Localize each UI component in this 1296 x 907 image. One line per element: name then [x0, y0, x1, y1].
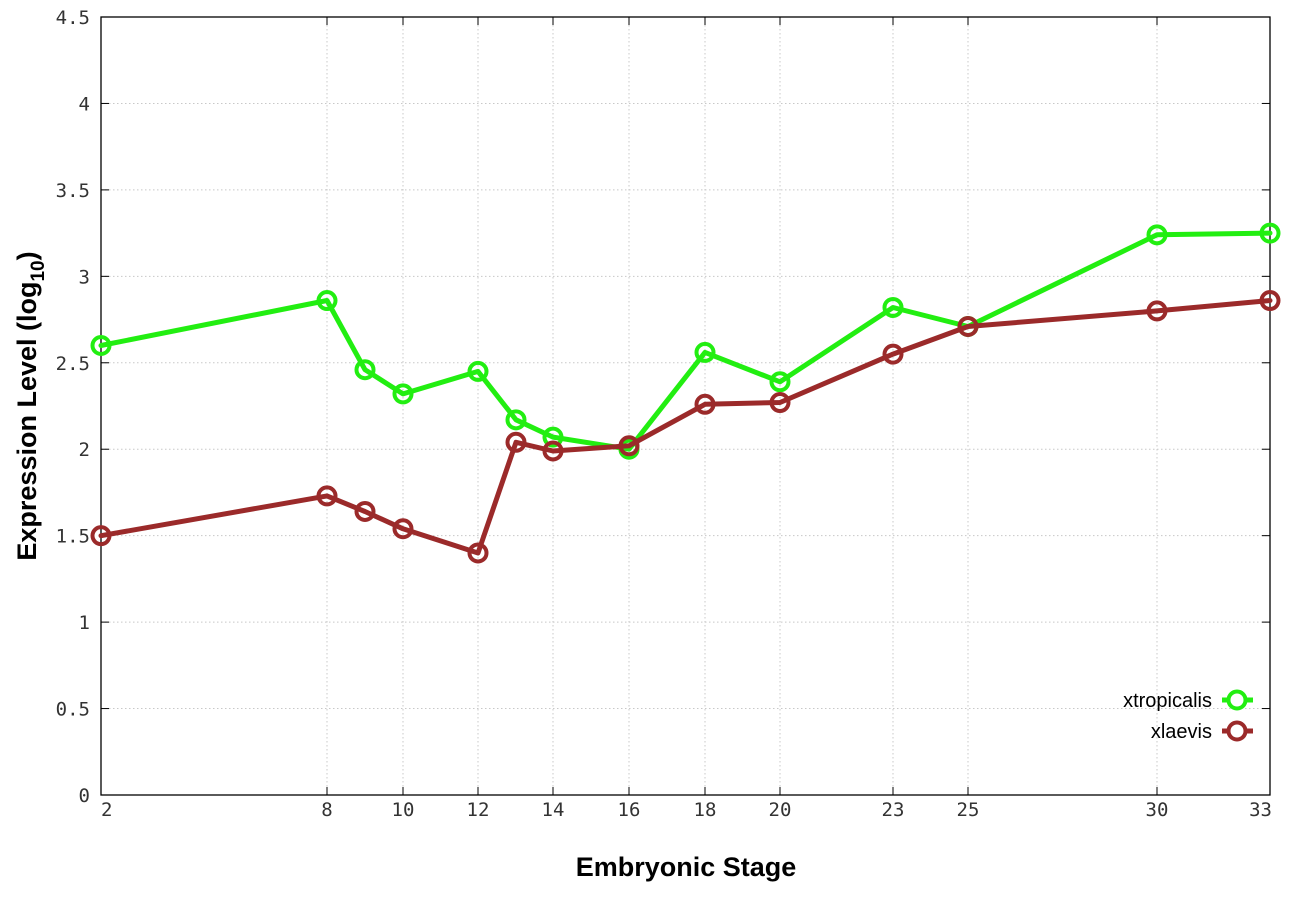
y-tick-label: 1.5	[56, 526, 90, 548]
data-point-xlaevis	[90, 525, 112, 547]
x-tick-label: 10	[392, 799, 415, 821]
x-tick-label: 33	[1249, 799, 1272, 821]
data-point-xtropicalis	[1259, 222, 1281, 244]
data-point-xtropicalis	[354, 359, 376, 381]
data-point-xtropicalis	[90, 334, 112, 356]
y-tick-label: 3.5	[56, 180, 90, 202]
x-tick-label: 8	[321, 799, 332, 821]
series-xtropicalis	[90, 222, 1281, 460]
data-point-xtropicalis	[1146, 224, 1168, 246]
data-point-xlaevis	[316, 485, 338, 507]
data-point-xtropicalis	[505, 409, 527, 431]
data-point-xtropicalis	[769, 371, 791, 393]
grid-lines	[101, 17, 1270, 795]
x-tick-label: 25	[957, 799, 980, 821]
x-tick-label: 2	[101, 799, 112, 821]
y-tick-label: 1	[79, 612, 90, 634]
y-axis-title-main: Expression Level (log	[12, 282, 42, 561]
data-point-xtropicalis	[467, 360, 489, 382]
x-tick-label: 12	[467, 799, 490, 821]
data-point-xlaevis	[1146, 300, 1168, 322]
series-line-xlaevis	[98, 298, 1273, 556]
series-xlaevis	[90, 290, 1281, 564]
y-tick-label: 4	[79, 93, 90, 115]
x-axis-title: Embryonic Stage	[576, 852, 797, 882]
y-tick-label: 2	[79, 439, 90, 461]
y-tick-label: 4.5	[56, 7, 90, 29]
data-point-xlaevis	[505, 431, 527, 453]
y-tick-label: 2.5	[56, 353, 90, 375]
y-axis-title-suffix: )	[12, 251, 42, 260]
y-tick-label: 3	[79, 266, 90, 288]
data-point-xlaevis	[467, 542, 489, 564]
legend-label-xlaevis: xlaevis	[1151, 721, 1212, 743]
data-point-xlaevis	[542, 440, 564, 462]
x-tick-label: 30	[1146, 799, 1169, 821]
legend-marker-xtropicalis	[1226, 689, 1248, 711]
series-layer	[90, 222, 1281, 564]
y-tick-label: 0	[79, 785, 90, 807]
x-tick-label: 16	[618, 799, 641, 821]
data-point-xlaevis	[957, 315, 979, 337]
y-axis-title: Expression Level (log10)	[12, 251, 49, 560]
x-tick-label: 20	[769, 799, 792, 821]
data-point-xtropicalis	[694, 341, 716, 363]
legend-label-xtropicalis: xtropicalis	[1123, 690, 1212, 712]
data-point-xtropicalis	[542, 426, 564, 448]
data-point-xtropicalis	[392, 383, 414, 405]
y-axis-title-subscript: 10	[28, 260, 49, 281]
data-point-xlaevis	[354, 500, 376, 522]
x-tick-label: 18	[694, 799, 717, 821]
data-point-xlaevis	[392, 518, 414, 540]
legend: xtropicalis xlaevis	[1123, 689, 1253, 743]
data-point-xlaevis	[882, 343, 904, 365]
x-tick-label: 23	[882, 799, 905, 821]
data-point-xlaevis	[1259, 290, 1281, 312]
data-point-xlaevis	[694, 393, 716, 415]
data-point-xlaevis	[618, 435, 640, 457]
x-tick-label: 14	[542, 799, 565, 821]
legend-marker-xlaevis	[1226, 720, 1248, 742]
plot-frame	[100, 16, 1271, 796]
data-point-xtropicalis	[316, 290, 338, 312]
y-tick-label: 0.5	[56, 699, 90, 721]
data-point-xtropicalis	[882, 296, 904, 318]
axis-ticks: 0 0.5 1 1.5 2 2.5 3 3.5 4 4.5 2 8 10 12 14 16 18 20 23 25 30…	[56, 7, 1272, 821]
data-point-xlaevis	[769, 392, 791, 414]
